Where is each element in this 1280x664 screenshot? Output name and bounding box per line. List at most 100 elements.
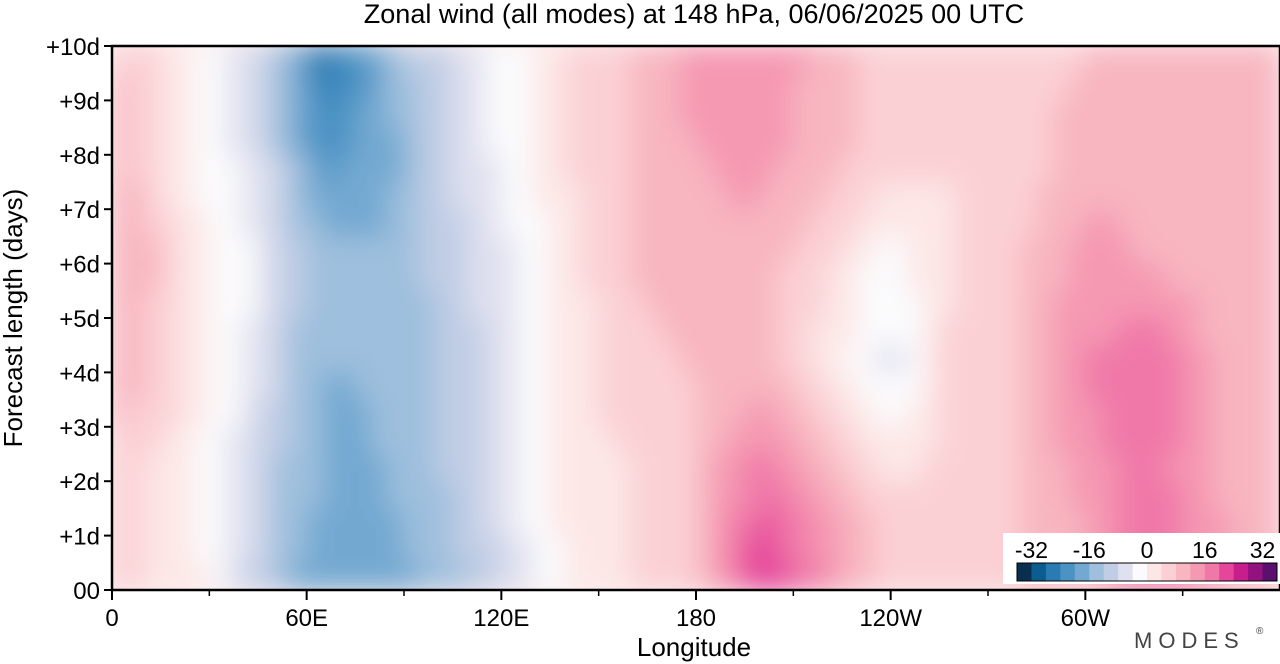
colorbar-swatch xyxy=(1204,563,1220,581)
field-cell xyxy=(809,480,827,509)
field-cell xyxy=(1198,507,1216,537)
field-cell xyxy=(257,426,275,455)
field-cell xyxy=(112,535,129,564)
field-cell xyxy=(1068,371,1086,401)
field-cell xyxy=(257,562,275,590)
field-cell xyxy=(322,535,340,564)
field-cell xyxy=(1230,263,1249,292)
field-cell xyxy=(679,290,697,319)
field-cell xyxy=(192,562,210,590)
field-cell xyxy=(1198,399,1216,428)
field-cell xyxy=(841,46,859,74)
field-cell xyxy=(614,181,632,210)
field-cell xyxy=(403,290,421,319)
field-cell xyxy=(160,562,178,590)
field-cell xyxy=(549,208,567,237)
field-cell xyxy=(452,46,470,74)
field-cell xyxy=(971,453,989,482)
field-cell xyxy=(1165,72,1184,101)
field-cell xyxy=(176,535,194,564)
field-cell xyxy=(517,535,535,564)
field-cell xyxy=(468,507,486,537)
field-cell xyxy=(257,480,275,509)
field-cell xyxy=(1101,181,1119,210)
field-cell xyxy=(663,344,681,373)
field-cell xyxy=(630,562,648,590)
field-cell xyxy=(1052,154,1070,183)
field-cell xyxy=(565,344,583,373)
field-cell xyxy=(192,371,210,401)
field-cell xyxy=(1165,480,1184,509)
field-cell xyxy=(354,507,373,537)
field-cell xyxy=(727,507,746,537)
field-cell xyxy=(517,181,535,210)
field-cell xyxy=(938,344,957,373)
field-cell xyxy=(679,453,697,482)
field-cell xyxy=(760,426,778,455)
field-cell xyxy=(500,344,519,373)
field-cell xyxy=(857,480,875,509)
field-cell xyxy=(273,453,291,482)
field-cell xyxy=(679,181,697,210)
field-cell xyxy=(663,263,681,292)
field-cell xyxy=(1247,208,1265,237)
field-cell xyxy=(809,453,827,482)
field-cell xyxy=(890,453,908,482)
field-cell xyxy=(646,507,665,537)
field-cell xyxy=(598,426,616,455)
field-cell xyxy=(955,480,973,509)
field-cell xyxy=(857,154,875,183)
field-cell xyxy=(354,72,373,101)
field-cell xyxy=(1003,453,1021,482)
field-cell xyxy=(727,290,746,319)
field-cell xyxy=(857,426,875,455)
field-cell xyxy=(403,426,421,455)
field-cell xyxy=(1133,127,1151,156)
field-cell xyxy=(663,181,681,210)
field-cell xyxy=(289,154,308,183)
field-cell xyxy=(419,72,437,101)
field-cell xyxy=(484,426,502,455)
field-cell xyxy=(711,290,729,319)
field-cell xyxy=(273,72,291,101)
field-cell xyxy=(160,154,178,183)
field-cell xyxy=(809,290,827,319)
field-cell xyxy=(225,344,243,373)
field-cell xyxy=(744,154,762,183)
field-cell xyxy=(906,344,924,373)
field-cell xyxy=(792,208,811,237)
field-cell xyxy=(452,181,470,210)
field-cell xyxy=(289,480,308,509)
field-cell xyxy=(776,399,794,428)
field-cell xyxy=(533,208,551,237)
field-cell xyxy=(1214,507,1232,537)
field-cell xyxy=(825,371,843,401)
field-cell xyxy=(1084,399,1103,428)
field-cell xyxy=(241,507,259,537)
field-cell xyxy=(711,72,729,101)
y-tick-label: +8d xyxy=(59,143,100,170)
field-cell xyxy=(809,344,827,373)
field-cell xyxy=(452,99,470,129)
field-cell xyxy=(273,399,291,428)
field-cell xyxy=(922,181,940,210)
field-cell xyxy=(192,181,210,210)
field-cell xyxy=(403,371,421,401)
field-cell xyxy=(809,127,827,156)
field-cell xyxy=(890,344,908,373)
field-cell xyxy=(112,562,129,590)
field-cell xyxy=(192,154,210,183)
field-cell xyxy=(1247,290,1265,319)
field-cell xyxy=(127,535,145,564)
field-cell xyxy=(646,46,665,74)
field-cell xyxy=(809,317,827,346)
field-cell xyxy=(452,344,470,373)
field-cell xyxy=(1149,453,1167,482)
field-cell xyxy=(1133,181,1151,210)
field-cell xyxy=(630,263,648,292)
field-cell xyxy=(711,507,729,537)
field-cell xyxy=(614,46,632,74)
field-cell xyxy=(484,317,502,346)
field-cell xyxy=(127,235,145,265)
